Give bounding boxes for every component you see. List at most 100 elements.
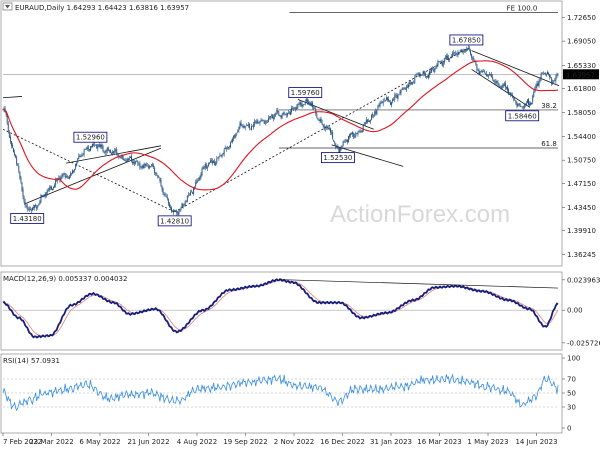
candle-body: [540, 73, 542, 80]
candle-body: [168, 203, 170, 207]
candle-body: [459, 51, 461, 53]
candle-body: [506, 86, 508, 91]
candle-body: [91, 146, 92, 147]
candle-body: [30, 210, 32, 211]
candle-body: [282, 112, 284, 116]
candle-body: [287, 112, 289, 114]
candle-body: [20, 177, 22, 182]
candle-body: [477, 70, 479, 71]
candle-body: [208, 163, 210, 165]
candle-body: [372, 114, 374, 116]
candle-body: [373, 114, 375, 116]
swing-label: 1.52530: [323, 154, 352, 162]
macd-tick-label: 0.023963: [567, 276, 600, 284]
candle-body: [429, 71, 430, 76]
candle-body: [417, 73, 419, 75]
candle-body: [109, 150, 111, 153]
candle-body: [86, 147, 88, 150]
current-price-badge: [563, 69, 599, 80]
candle-body: [382, 100, 384, 104]
candle-body: [334, 141, 336, 143]
candle-body: [518, 103, 520, 105]
candle-body: [164, 194, 166, 196]
candle-body: [362, 124, 364, 132]
date-tick-label: 14 Jun 2023: [515, 438, 557, 446]
candle-body: [146, 165, 148, 167]
swing-label-box: [10, 213, 45, 224]
candle-body: [283, 112, 285, 114]
candle-body: [136, 161, 138, 162]
candle-body: [450, 56, 452, 59]
candle-body: [385, 97, 387, 101]
candle-body: [210, 160, 211, 163]
candle-body: [482, 71, 484, 72]
candle-body: [270, 116, 271, 118]
candle-body: [326, 126, 328, 129]
candle-body: [9, 136, 11, 142]
candle-body: [41, 195, 43, 197]
candle-body: [224, 147, 226, 150]
candle-body: [343, 141, 345, 143]
candle-body: [148, 166, 150, 168]
candle-body: [371, 114, 373, 120]
candle-body: [387, 99, 389, 101]
candle-body: [219, 154, 221, 156]
short-resistance-line: [2, 96, 22, 99]
candle-body: [319, 119, 321, 121]
candle-body: [174, 210, 176, 212]
candle-body: [87, 147, 89, 150]
candle-body: [311, 103, 313, 106]
candle-body: [49, 187, 51, 188]
candle-body: [324, 128, 326, 129]
date-tick-label: 6 May 2022: [79, 438, 120, 446]
candle-body: [519, 103, 521, 107]
candle-body: [40, 195, 42, 203]
candle-body: [338, 148, 340, 153]
candle-body: [535, 85, 537, 89]
candle-body: [483, 70, 485, 73]
macd-label: MACD(12,26,9) 0.005337 0.004032: [3, 275, 127, 283]
candle-body: [379, 102, 381, 107]
candle-body: [516, 102, 518, 107]
candle-body: [378, 105, 380, 106]
candle-body: [488, 75, 489, 77]
candle-body: [436, 65, 438, 67]
candle-body: [493, 79, 495, 82]
candle-body: [440, 61, 442, 63]
candle-body: [153, 165, 155, 168]
candle-body: [272, 115, 274, 119]
candle-body: [169, 206, 171, 209]
candle-body: [327, 128, 329, 129]
candle-body: [16, 157, 18, 165]
candle-body: [361, 130, 363, 133]
candle-body: [366, 119, 368, 123]
candle-body: [157, 175, 159, 178]
candle-body: [444, 57, 446, 59]
candle-body: [223, 149, 225, 155]
candle-body: [442, 62, 444, 67]
candle-body: [42, 195, 44, 196]
candle-body: [303, 104, 305, 105]
candle-body: [161, 186, 163, 190]
candle-body: [216, 158, 218, 164]
candle-body: [118, 154, 120, 157]
candle-body: [222, 153, 224, 154]
candle-body: [99, 144, 101, 147]
candle-body: [184, 201, 186, 206]
candle-body: [345, 140, 347, 142]
falling-channel-upper: [471, 50, 560, 87]
candle-body: [255, 122, 257, 124]
candle-body: [92, 143, 93, 148]
candle-body: [495, 81, 497, 84]
candle-body: [225, 147, 227, 150]
candle-body: [286, 113, 288, 116]
candle-body: [230, 142, 231, 148]
candle-body: [340, 147, 342, 150]
candle-body: [280, 115, 282, 118]
candle-body: [21, 182, 23, 191]
candle-body: [439, 61, 441, 63]
candle-body: [481, 71, 483, 73]
candle-body: [24, 201, 26, 206]
candle-body: [114, 150, 116, 152]
candle-body: [134, 162, 136, 164]
